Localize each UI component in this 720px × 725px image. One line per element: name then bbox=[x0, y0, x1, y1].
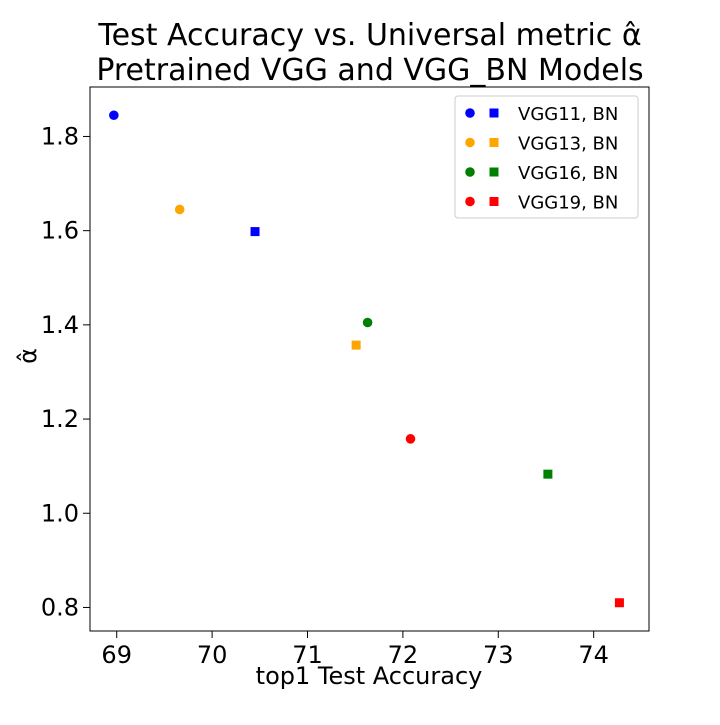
data-point-circle bbox=[405, 434, 416, 444]
y-tick-label: 1.2 bbox=[41, 405, 79, 433]
legend-marker-circle bbox=[465, 137, 475, 148]
x-tick-label: 70 bbox=[197, 641, 228, 669]
legend-marker-square bbox=[489, 138, 499, 147]
y-tick-label: 1.8 bbox=[41, 122, 79, 150]
data-point-square bbox=[250, 227, 260, 237]
y-tick-label: 0.8 bbox=[41, 593, 79, 621]
legend-box bbox=[454, 95, 639, 219]
chart-title-line1: Test Accuracy vs. Universal metric α̂ bbox=[97, 18, 641, 53]
x-tick-label: 69 bbox=[101, 641, 132, 669]
legend-marker-circle bbox=[465, 108, 475, 118]
legend-marker-circle bbox=[465, 167, 475, 177]
x-tick-label: 71 bbox=[292, 641, 323, 669]
legend-label: VGG11, BN bbox=[518, 104, 618, 125]
x-tick-label: 73 bbox=[483, 641, 514, 669]
data-point-circle bbox=[174, 204, 185, 215]
x-tick-label: 74 bbox=[578, 641, 609, 669]
legend-label: VGG19, BN bbox=[518, 193, 618, 214]
y-axis-label: α̂ bbox=[14, 348, 42, 364]
legend-marker-square bbox=[489, 197, 499, 206]
data-point-square bbox=[351, 340, 361, 350]
y-tick-label: 1.0 bbox=[41, 499, 79, 527]
data-points bbox=[109, 110, 624, 608]
legend-label: VGG16, BN bbox=[518, 163, 618, 184]
legend-marker-square bbox=[489, 167, 499, 177]
legend: VGG11, BN VGG13, BN VGG16, BN VGG19, BN bbox=[454, 95, 639, 219]
x-axis-label: top1 Test Accuracy bbox=[256, 662, 483, 690]
y-tick-label: 1.4 bbox=[41, 311, 79, 339]
legend-label: VGG13, BN bbox=[518, 134, 618, 155]
data-point-square bbox=[614, 598, 624, 608]
y-tick-label: 1.6 bbox=[41, 217, 79, 245]
data-point-square bbox=[543, 469, 553, 479]
data-point-circle bbox=[109, 110, 119, 121]
chart-title-line2: Pretrained VGG and VGG_BN Models bbox=[96, 53, 643, 88]
legend-marker-square bbox=[489, 108, 499, 118]
x-tick-label: 72 bbox=[388, 641, 419, 669]
axis-ticks: 69 70 71 72 73 74 0.8 1.0 1.2 1.4 1.6 1.8 bbox=[41, 122, 609, 669]
plot-frame bbox=[89, 86, 650, 632]
legend-marker-circle bbox=[465, 196, 475, 207]
data-point-circle bbox=[362, 317, 373, 328]
